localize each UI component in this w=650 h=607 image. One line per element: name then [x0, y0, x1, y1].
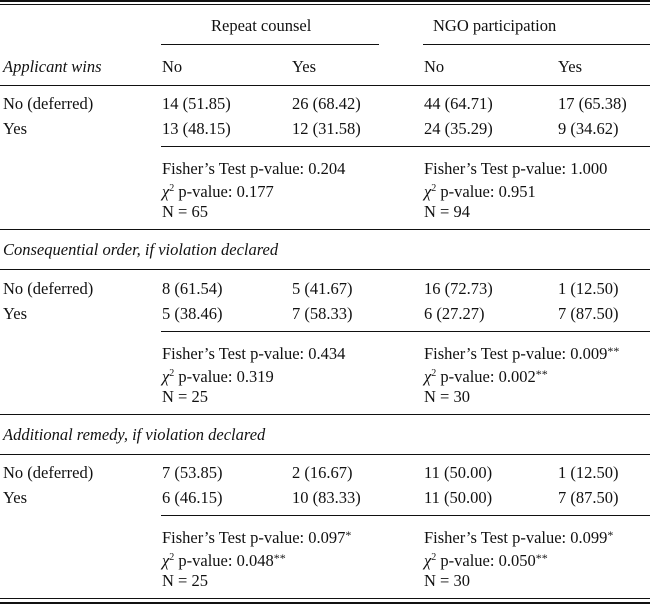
table-cell: 10 (83.33): [292, 488, 361, 507]
section-title-rule: [0, 269, 650, 270]
stats-rule: [161, 331, 650, 332]
header-bottom-rule: [0, 85, 650, 86]
n-stat: N = 25: [162, 387, 208, 406]
table-cell: 7 (87.50): [558, 304, 619, 323]
chi-square-stat: χ2 p-value: 0.048**: [162, 551, 286, 570]
table-cell: 9 (34.62): [558, 119, 619, 138]
stats-rule: [161, 146, 650, 147]
chi-square-stat: χ2 p-value: 0.951: [424, 182, 536, 201]
table-cell: 7 (53.85): [162, 463, 223, 482]
fisher-stat: Fisher’s Test p-value: 0.009**: [424, 344, 620, 363]
chi-square-stat: χ2 p-value: 0.177: [162, 182, 274, 201]
row-label: No (deferred): [3, 94, 94, 113]
col-header-repeat-yes: Yes: [292, 57, 317, 76]
table-cell: 8 (61.54): [162, 279, 223, 298]
top-rule: [0, 0, 650, 2]
section-title: Additional remedy, if violation declared: [3, 425, 266, 444]
row-label: No (deferred): [3, 463, 94, 482]
table-cell: 1 (12.50): [558, 463, 619, 482]
row-variable-label: Applicant wins: [3, 57, 102, 76]
table-cell: 13 (48.15): [162, 119, 231, 138]
table-cell: 44 (64.71): [424, 94, 493, 113]
table-cell: 6 (27.27): [424, 304, 485, 323]
table-cell: 1 (12.50): [558, 279, 619, 298]
row-label: Yes: [3, 304, 28, 323]
group-underline-ngo: [423, 44, 650, 45]
chi-square-stat: χ2 p-value: 0.002**: [424, 367, 548, 386]
section-title-rule: [0, 454, 650, 455]
row-label: No (deferred): [3, 279, 94, 298]
chi-square-stat: χ2 p-value: 0.050**: [424, 551, 548, 570]
n-stat: N = 30: [424, 387, 470, 406]
fisher-stat: Fisher’s Test p-value: 1.000: [424, 159, 608, 178]
table-cell: 26 (68.42): [292, 94, 361, 113]
n-stat: N = 94: [424, 202, 470, 221]
col-header-ngo-no: No: [424, 57, 445, 76]
table-cell: 6 (46.15): [162, 488, 223, 507]
bottom-rule-2: [0, 602, 650, 604]
fisher-stat: Fisher’s Test p-value: 0.097*: [162, 528, 352, 547]
row-label: Yes: [3, 488, 28, 507]
chi-square-stat: χ2 p-value: 0.319: [162, 367, 274, 386]
n-stat: N = 25: [162, 571, 208, 590]
table-cell: 24 (35.29): [424, 119, 493, 138]
table-cell: 5 (41.67): [292, 279, 353, 298]
col-header-ngo-yes: Yes: [558, 57, 583, 76]
table-cell: 17 (65.38): [558, 94, 627, 113]
n-stat: N = 65: [162, 202, 208, 221]
table-cell: 7 (58.33): [292, 304, 353, 323]
table-cell: 16 (72.73): [424, 279, 493, 298]
section-rule: [0, 229, 650, 230]
group-underline-repeat: [161, 44, 379, 45]
table-cell: 11 (50.00): [424, 463, 493, 482]
bottom-rule: [0, 598, 650, 599]
group-header-repeat-counsel: Repeat counsel: [211, 16, 312, 35]
fisher-stat: Fisher’s Test p-value: 0.099*: [424, 528, 614, 547]
table-cell: 11 (50.00): [424, 488, 493, 507]
section-rule: [0, 414, 650, 415]
n-stat: N = 30: [424, 571, 470, 590]
col-header-repeat-no: No: [162, 57, 183, 76]
table-cell: 12 (31.58): [292, 119, 361, 138]
stats-rule: [161, 515, 650, 516]
fisher-stat: Fisher’s Test p-value: 0.434: [162, 344, 346, 363]
table-cell: 5 (38.46): [162, 304, 223, 323]
table-cell: 14 (51.85): [162, 94, 231, 113]
group-header-ngo-participation: NGO participation: [433, 16, 557, 35]
section-title: Consequential order, if violation declar…: [3, 240, 279, 259]
table-cell: 7 (87.50): [558, 488, 619, 507]
top-rule-2: [0, 4, 650, 5]
fisher-stat: Fisher’s Test p-value: 0.204: [162, 159, 346, 178]
table-cell: 2 (16.67): [292, 463, 353, 482]
row-label: Yes: [3, 119, 28, 138]
